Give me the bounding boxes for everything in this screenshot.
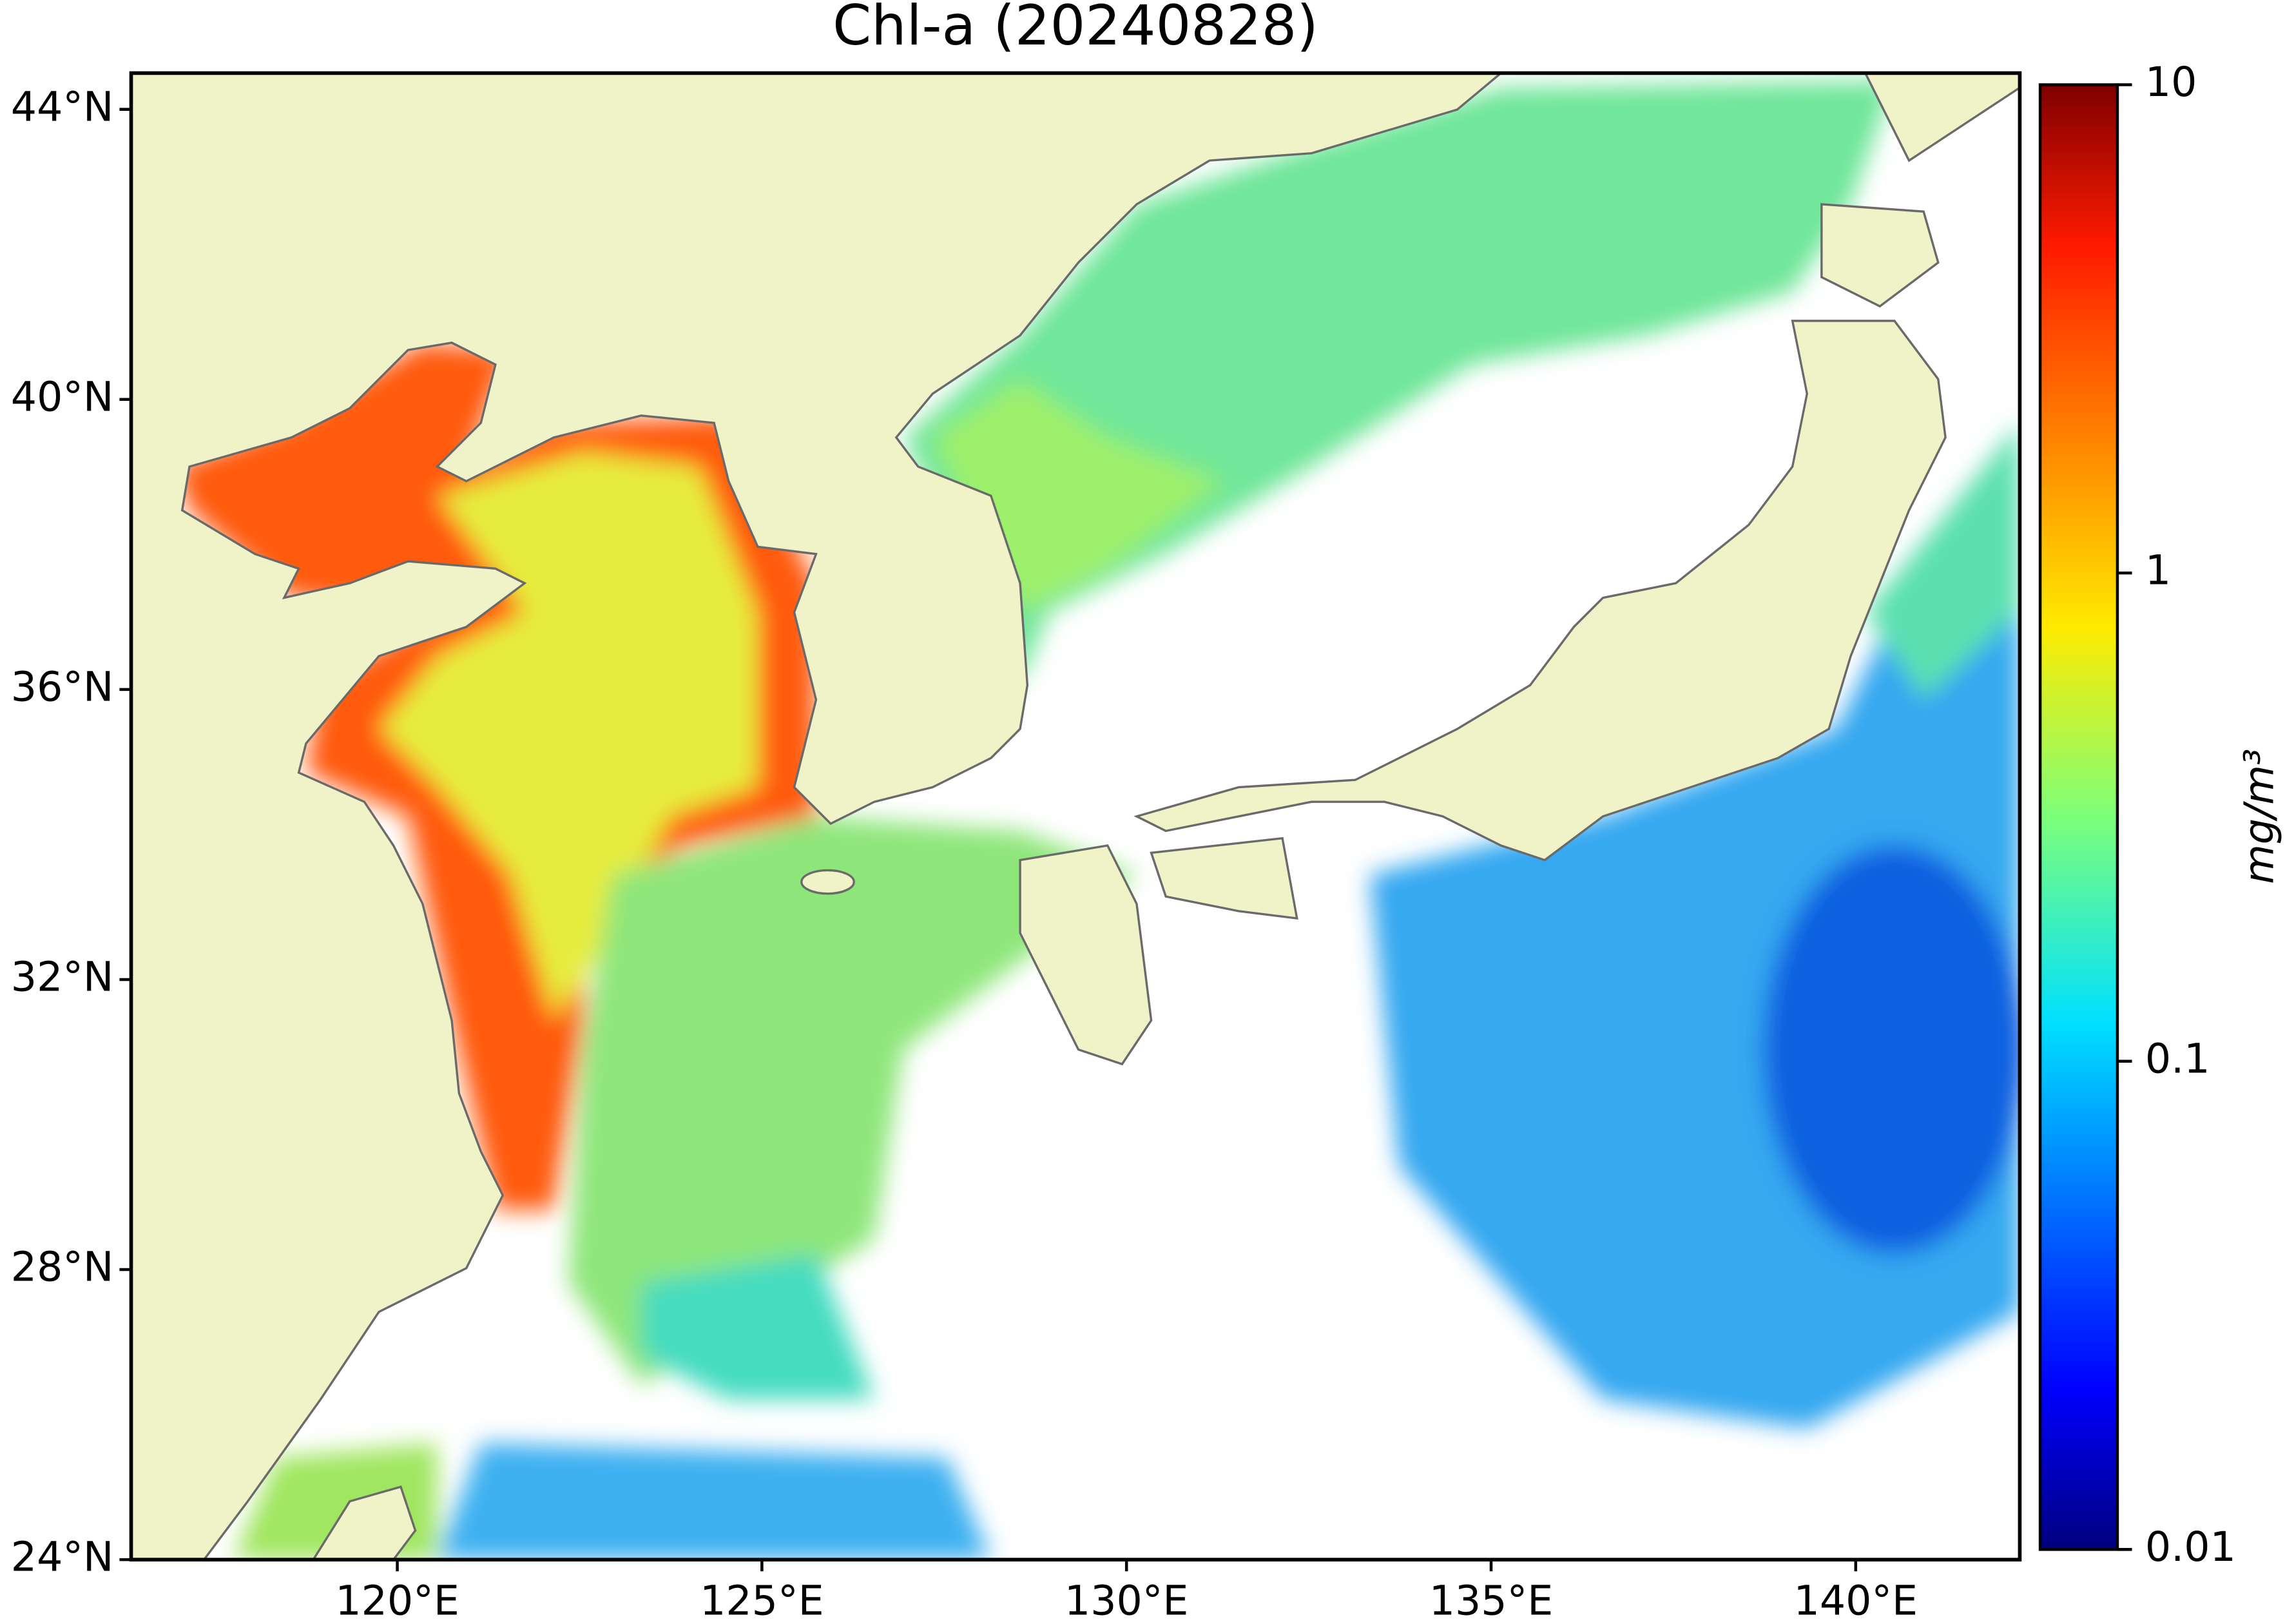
colorbar — [2038, 83, 2119, 1551]
shelf-field — [641, 1253, 874, 1400]
y-tick-label: 40°N — [11, 372, 114, 420]
yellow-sea-field — [378, 452, 758, 1021]
honshu — [1133, 320, 1947, 862]
kyushu — [1019, 844, 1153, 1066]
land — [131, 73, 2020, 1560]
x-tick-label: 120°E — [335, 1577, 459, 1624]
colorbar-tick-label: 10 — [2145, 58, 2197, 106]
shikoku — [1150, 836, 1298, 920]
south-field — [437, 1443, 991, 1560]
map-title: Chl-a (20240828) — [833, 0, 1318, 58]
sakhalin — [1864, 73, 2020, 162]
y-tick-label: 44°N — [11, 82, 114, 130]
x-tick-label: 135°E — [1429, 1577, 1554, 1624]
jeju — [800, 869, 855, 895]
x-tick-label: 140°E — [1794, 1577, 1918, 1624]
colorbar-tick-label: 0.1 — [2145, 1034, 2210, 1082]
colorbar-tick-label: 0.01 — [2145, 1523, 2236, 1571]
y-tick-label: 36°N — [11, 662, 114, 710]
colorbar-tick-label: 1 — [2145, 546, 2171, 594]
map-area — [131, 73, 2020, 1560]
hokkaido — [1820, 203, 1940, 308]
y-tick-label: 28°N — [11, 1243, 114, 1291]
pacific-low-field — [1763, 846, 2020, 1254]
plot-frame — [129, 71, 2022, 1561]
colorbar-label: mg/m³ — [2235, 749, 2282, 884]
x-tick-label: 130°E — [1065, 1577, 1189, 1624]
east-china-sea-field — [568, 816, 1137, 1385]
y-tick-label: 32°N — [11, 953, 114, 1001]
mainland-asia — [131, 73, 1503, 1560]
taiwan — [312, 1485, 417, 1560]
pacific-north-field — [1865, 423, 2020, 700]
y-tick-label: 24°N — [11, 1533, 114, 1581]
x-tick-label: 125°E — [700, 1577, 824, 1624]
